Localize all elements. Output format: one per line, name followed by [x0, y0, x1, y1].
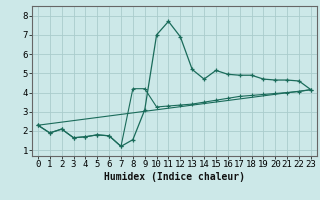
- X-axis label: Humidex (Indice chaleur): Humidex (Indice chaleur): [104, 172, 245, 182]
